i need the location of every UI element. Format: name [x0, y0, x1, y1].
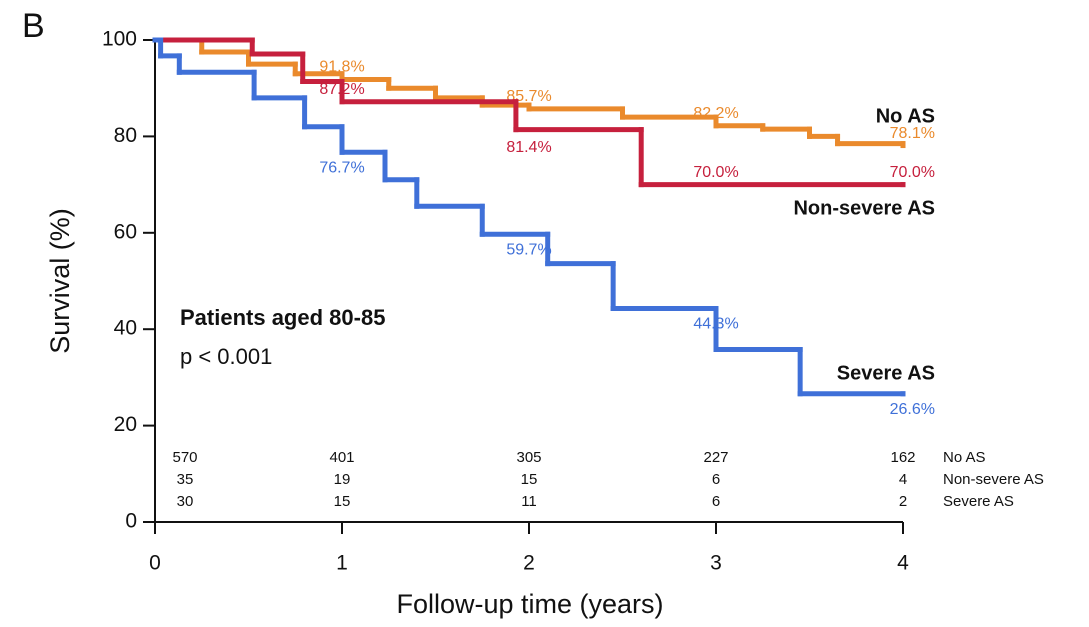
y-tick-label: 0	[125, 510, 137, 533]
at-risk-row-label: Non-severe AS	[943, 471, 1044, 488]
at-risk-count: 6	[712, 493, 720, 510]
at-risk-count: 305	[516, 449, 541, 466]
annotation-text: p < 0.001	[180, 344, 272, 369]
y-tick-label: 40	[114, 317, 137, 340]
series-name: Non-severe AS	[793, 197, 935, 219]
y-tick-label: 20	[114, 413, 137, 436]
x-axis-label: Follow-up time (years)	[396, 589, 663, 619]
value-label: 76.7%	[319, 160, 364, 177]
y-tick-label: 80	[114, 124, 137, 147]
x-tick-label: 2	[523, 552, 535, 575]
at-risk-count: 19	[334, 471, 351, 488]
series-name: Severe AS	[837, 362, 935, 384]
at-risk-count: 401	[329, 449, 354, 466]
at-risk-count: 2	[899, 493, 907, 510]
at-risk-count: 4	[899, 471, 907, 488]
at-risk-count: 15	[521, 471, 538, 488]
at-risk-row-label: Severe AS	[943, 493, 1014, 510]
value-label: 81.4%	[506, 139, 551, 156]
y-tick-label: 100	[102, 28, 137, 51]
y-axis-label: Survival (%)	[45, 208, 75, 354]
at-risk-count: 11	[521, 493, 537, 510]
x-tick-label: 1	[336, 552, 348, 575]
at-risk-count: 570	[172, 449, 197, 466]
x-tick-label: 4	[897, 552, 909, 575]
at-risk-count: 6	[712, 471, 720, 488]
x-tick-label: 3	[710, 552, 722, 575]
y-tick-label: 60	[114, 220, 137, 243]
at-risk-count: 30	[177, 493, 194, 510]
value-label: 91.8%	[319, 59, 364, 76]
at-risk-count: 162	[890, 449, 915, 466]
x-tick-label: 0	[149, 552, 161, 575]
annotation-title: Patients aged 80-85	[180, 305, 385, 330]
value-label: 87.2%	[319, 81, 364, 98]
value-label: 78.1%	[890, 125, 935, 142]
value-label: 70.0%	[890, 164, 935, 181]
series-name: No AS	[876, 105, 935, 127]
at-risk-row-label: No AS	[943, 449, 986, 466]
series-line	[152, 37, 906, 188]
at-risk-count: 227	[703, 449, 728, 466]
at-risk-count: 15	[334, 493, 351, 510]
value-label: 59.7%	[506, 241, 551, 258]
value-label: 70.0%	[693, 164, 738, 181]
value-label: 44.3%	[693, 316, 738, 333]
panel-letter: B	[22, 7, 45, 45]
value-label: 26.6%	[890, 401, 935, 418]
value-label: 82.2%	[693, 105, 738, 122]
series-line	[152, 37, 906, 397]
at-risk-count: 35	[177, 471, 194, 488]
